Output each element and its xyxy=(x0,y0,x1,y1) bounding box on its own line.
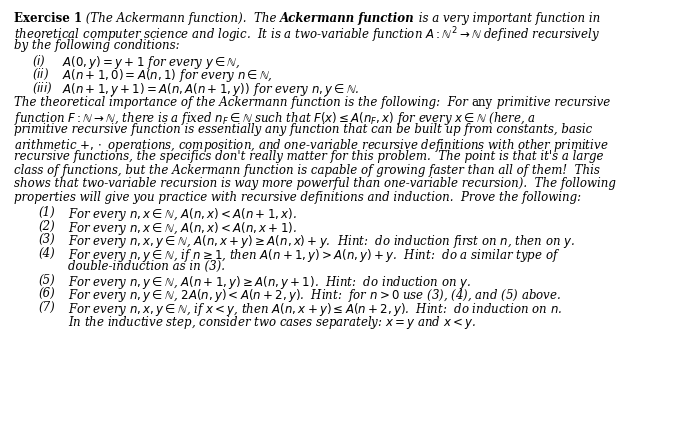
Text: double-induction as in (3).: double-induction as in (3). xyxy=(68,260,225,273)
Text: class of functions, but the Ackermann function is capable of growing faster than: class of functions, but the Ackermann fu… xyxy=(14,163,600,176)
Text: is a very important function in: is a very important function in xyxy=(415,12,600,25)
Text: For every $n, x \in \mathbb{N}$, $A(n, x) < A(n, x + 1)$.: For every $n, x \in \mathbb{N}$, $A(n, x… xyxy=(68,219,297,237)
Text: ($iii$): ($iii$) xyxy=(32,81,52,96)
Text: recursive functions, the specifics don't really matter for this problem.  The po: recursive functions, the specifics don't… xyxy=(14,150,604,163)
Text: ($i$): ($i$) xyxy=(32,54,46,69)
Text: for every $n, y \in \mathbb{N}$.: for every $n, y \in \mathbb{N}$. xyxy=(250,81,359,98)
Text: for every $n \in \mathbb{N}$,: for every $n \in \mathbb{N}$, xyxy=(177,67,273,84)
Text: arithmetic $+, \cdot$ operations, composition, and one-variable recursive defini: arithmetic $+, \cdot$ operations, compos… xyxy=(14,137,608,154)
Text: For every $n, x, y \in \mathbb{N}$, if $x < y$, then $A(n, x + y) \leq A(n + 2, : For every $n, x, y \in \mathbb{N}$, if $… xyxy=(68,300,562,317)
Text: (5): (5) xyxy=(38,273,55,286)
Text: primitive recursive: primitive recursive xyxy=(493,96,610,109)
Text: $A(n + 1, y + 1) = A(n, A(n + 1, y))$: $A(n + 1, y + 1) = A(n, A(n + 1, y))$ xyxy=(62,81,250,98)
Text: (7): (7) xyxy=(38,300,55,313)
Text: properties will give you practice with recursive definitions and induction.  Pro: properties will give you practice with r… xyxy=(14,190,581,203)
Text: $A(n + 1, 0) = A(n, 1)$: $A(n + 1, 0) = A(n, 1)$ xyxy=(62,67,177,82)
Text: for every $y \in \mathbb{N}$,: for every $y \in \mathbb{N}$, xyxy=(145,54,240,71)
Text: For every $n, y \in \mathbb{N}$, if $n \geq 1$, then $A(n + 1, y) > A(n, y) + y$: For every $n, y \in \mathbb{N}$, if $n \… xyxy=(68,246,560,263)
Text: For every $n, x \in \mathbb{N}$, $A(n, x) < A(n + 1, x)$.: For every $n, x \in \mathbb{N}$, $A(n, x… xyxy=(68,206,297,223)
Text: any: any xyxy=(472,96,493,109)
Text: by the following conditions:: by the following conditions: xyxy=(14,39,180,52)
Text: In the inductive step, consider two cases separately: $x = y$ and $x < y$.: In the inductive step, consider two case… xyxy=(68,313,476,331)
Text: (6): (6) xyxy=(38,287,55,300)
Text: shows that two-variable recursion is way more powerful than one-variable recursi: shows that two-variable recursion is way… xyxy=(14,177,616,190)
Text: $A(0, y) = y + 1$: $A(0, y) = y + 1$ xyxy=(62,54,145,71)
Text: For every $n, y \in \mathbb{N}$, $2A(n, y) < A(n + 2, y)$.  Hint:  for $n > 0$ u: For every $n, y \in \mathbb{N}$, $2A(n, … xyxy=(68,287,561,304)
Text: primitive recursive function is essentially any function that can be built up fr: primitive recursive function is essentia… xyxy=(14,123,592,136)
Text: The theoretical importance of the Ackermann function is the following:  For: The theoretical importance of the Ackerm… xyxy=(14,96,472,109)
Text: For every $n, x, y \in \mathbb{N}$, $A(n, x + y) \geq A(n, x) + y$.  Hint:  do i: For every $n, x, y \in \mathbb{N}$, $A(n… xyxy=(68,233,575,250)
Text: function $F : \mathbb{N} \to \mathbb{N}$, there is a fixed $n_F \in \mathbb{N}$ : function $F : \mathbb{N} \to \mathbb{N}$… xyxy=(14,110,536,126)
Text: Exercise 1: Exercise 1 xyxy=(14,12,82,25)
Text: Ackermann function: Ackermann function xyxy=(280,12,415,25)
Text: (2): (2) xyxy=(38,219,55,232)
Text: ($ii$): ($ii$) xyxy=(32,67,49,82)
Text: (4): (4) xyxy=(38,246,55,259)
Text: (3): (3) xyxy=(38,233,55,246)
Text: For every $n, y \in \mathbb{N}$, $A(n + 1, y) \geq A(n, y + 1)$.  Hint:  do indu: For every $n, y \in \mathbb{N}$, $A(n + … xyxy=(68,273,471,290)
Text: (The Ackermann function).  The: (The Ackermann function). The xyxy=(82,12,280,25)
Text: (1): (1) xyxy=(38,206,55,219)
Text: theoretical computer science and logic.  It is a two-variable function $A : \mat: theoretical computer science and logic. … xyxy=(14,25,600,45)
